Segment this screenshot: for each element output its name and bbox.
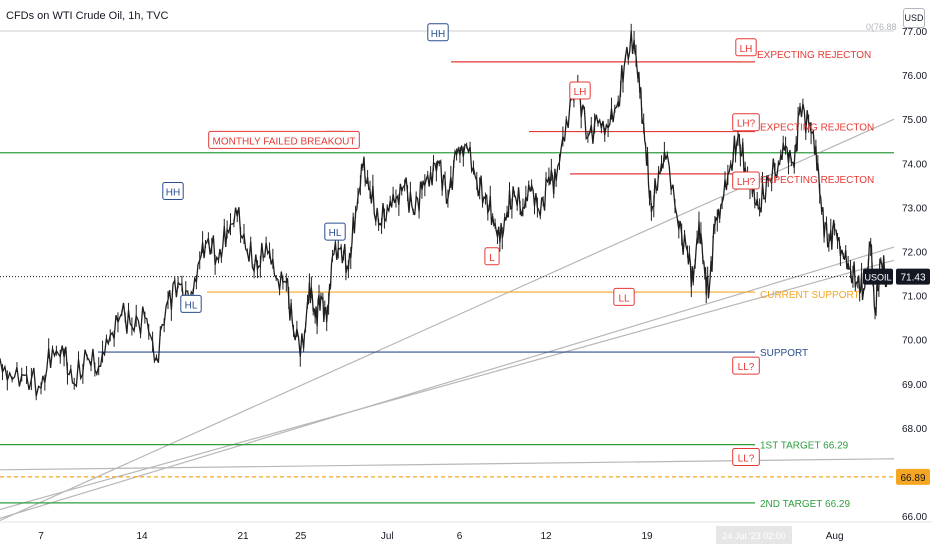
x-tick-label: Jul (381, 531, 394, 542)
pivot-label: HH (431, 29, 445, 40)
x-tick-label: 12 (540, 531, 552, 542)
currency-button[interactable]: USD (903, 8, 925, 28)
price-tag (896, 468, 930, 485)
chart-title: CFDs on WTI Crude Oil, 1h, TVC (6, 10, 169, 22)
price-series (0, 30, 888, 397)
pivot-label: HL (329, 228, 342, 239)
annotation-label: EXPECTING REJECTON (760, 175, 874, 186)
price-tag (896, 268, 930, 285)
x-tick-label: 6 (457, 531, 463, 542)
annotation-label: EXPECTING REJECTON (760, 122, 874, 133)
pivot-label-box (484, 247, 500, 266)
x-tick-label: 7 (38, 531, 44, 542)
pivot-label: LH (574, 87, 587, 98)
pivot-label-box (180, 294, 202, 313)
x-tick-label: Aug (826, 531, 844, 542)
y-tick-label: 76.00 (902, 71, 927, 82)
pivot-label: LL (618, 293, 630, 304)
y-tick-label: 69.00 (902, 380, 927, 391)
y-tick-label: 77.00 (902, 27, 927, 38)
x-tick-label: 19 (641, 531, 653, 542)
pivot-label: LH? (737, 119, 756, 130)
price-tag-label: 66.89 (900, 473, 925, 484)
pivot-label-box (162, 182, 184, 201)
pivot-label-box (735, 38, 757, 57)
pivot-label: LL? (738, 453, 755, 464)
crosshair-time-label: 24 Jul '23 02:00 (722, 531, 785, 541)
symbol-tag (863, 268, 893, 285)
pivot-label-box (732, 447, 760, 466)
y-tick-label: 72.00 (902, 248, 927, 259)
pivot-label-box (427, 23, 449, 42)
annotation-label: SUPPORT (760, 348, 808, 359)
pivot-label-box (208, 130, 360, 149)
pivot-label: LL? (738, 362, 755, 373)
y-tick-label: 74.00 (902, 159, 927, 170)
pivot-label-box (569, 81, 591, 100)
annotation-label: 1ST TARGET 66.29 (760, 441, 849, 452)
y-tick-label: 66.00 (902, 512, 927, 523)
annotation-label: EXPECTING REJECTON (757, 50, 871, 61)
annotation-label: CURRENT SUPPORT (760, 290, 860, 301)
pivot-label-box (732, 171, 760, 190)
pivot-label: HH (166, 188, 180, 199)
x-tick-label: 14 (136, 531, 148, 542)
price-tag-label: 71.43 (900, 273, 925, 284)
pivot-label-box (732, 356, 760, 375)
pivot-label-box (732, 113, 760, 132)
pivot-label-box (324, 222, 346, 241)
crosshair-time-bg (716, 526, 792, 544)
pivot-label: LH (740, 44, 753, 55)
y-tick-label: 68.00 (902, 424, 927, 435)
top-scale-value: 0(76.88 (866, 22, 897, 32)
trendline (0, 246, 895, 519)
y-tick-label: 73.00 (902, 203, 927, 214)
pivot-label: HL (185, 300, 198, 311)
x-tick-label: 25 (295, 531, 307, 542)
pivot-label: MONTHLY FAILED BREAKOUT (213, 136, 356, 147)
y-tick-label: 70.00 (902, 336, 927, 347)
pivot-label: LH? (737, 177, 756, 188)
pivot-label: L (489, 253, 495, 264)
y-tick-label: 71.00 (902, 292, 927, 303)
symbol-tag-label: USOIL (864, 273, 891, 283)
y-tick-label: 75.00 (902, 115, 927, 126)
pivot-label-box (613, 287, 635, 306)
x-tick-label: 21 (237, 531, 249, 542)
annotation-label: 2ND TARGET 66.29 (760, 499, 850, 510)
